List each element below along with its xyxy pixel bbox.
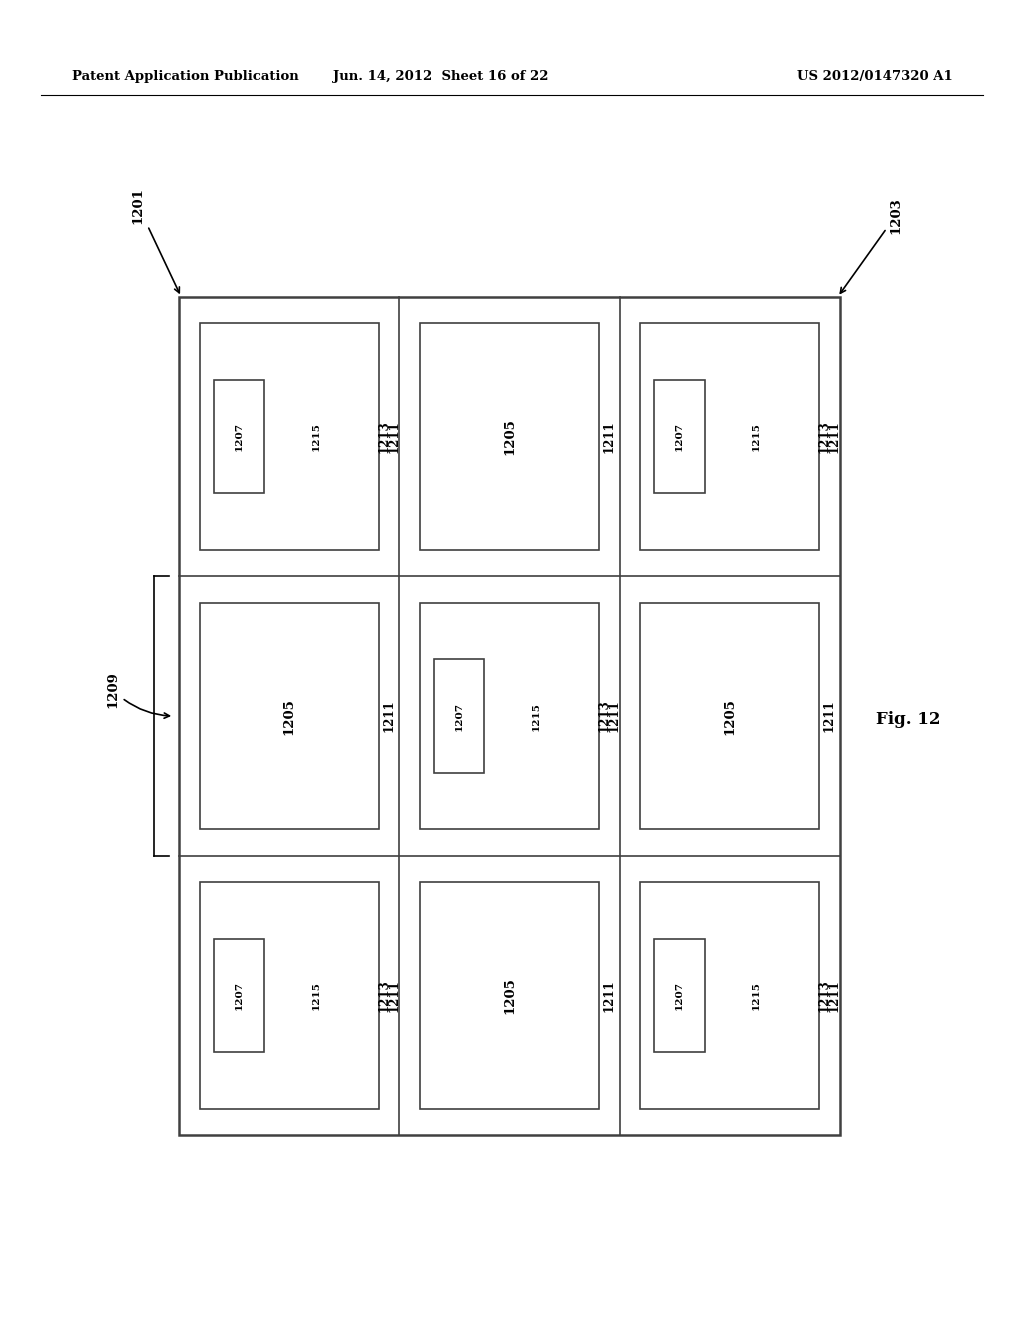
Text: 1213: 1213 <box>378 420 390 453</box>
Bar <box>200 603 379 829</box>
Bar <box>420 603 599 829</box>
Bar <box>420 882 599 1109</box>
Text: 1211: 1211 <box>387 420 400 453</box>
Text: 1205: 1205 <box>503 418 516 455</box>
Text: 1211: 1211 <box>603 979 615 1012</box>
Text: Patent Application Publication: Patent Application Publication <box>72 70 298 83</box>
Bar <box>214 380 264 494</box>
Text: 1205: 1205 <box>283 698 296 734</box>
Text: 1207: 1207 <box>455 702 464 730</box>
Text: Fig. 12: Fig. 12 <box>876 711 940 727</box>
Text: 1213: 1213 <box>818 420 830 453</box>
Bar <box>654 939 705 1052</box>
Text: 1215: 1215 <box>311 422 321 451</box>
Bar <box>434 660 484 772</box>
Text: 1205: 1205 <box>503 977 516 1014</box>
Text: US 2012/0147320 A1: US 2012/0147320 A1 <box>797 70 952 83</box>
Text: 1213: 1213 <box>818 979 830 1012</box>
Bar <box>179 297 840 1135</box>
Bar <box>640 603 819 829</box>
Text: 1211: 1211 <box>383 700 395 733</box>
Text: 1207: 1207 <box>675 422 684 451</box>
Bar <box>200 882 379 1109</box>
Text: 1211: 1211 <box>827 420 841 453</box>
Bar <box>654 380 705 494</box>
Text: 1207: 1207 <box>234 981 244 1010</box>
Text: 1211: 1211 <box>603 420 615 453</box>
Text: 1203: 1203 <box>841 197 902 293</box>
Text: 1215: 1215 <box>531 702 541 730</box>
Text: 1213: 1213 <box>378 979 390 1012</box>
Text: 1201: 1201 <box>132 187 179 293</box>
Text: 1215: 1215 <box>752 981 761 1010</box>
Bar <box>200 323 379 550</box>
Text: 1211: 1211 <box>607 700 621 733</box>
Bar <box>420 323 599 550</box>
Text: 1213: 1213 <box>598 700 610 733</box>
Text: 1215: 1215 <box>752 422 761 451</box>
Text: 1207: 1207 <box>234 422 244 451</box>
Bar <box>214 939 264 1052</box>
Text: 1205: 1205 <box>723 698 736 734</box>
Text: 1211: 1211 <box>387 979 400 1012</box>
Text: 1209: 1209 <box>106 672 169 718</box>
Text: Jun. 14, 2012  Sheet 16 of 22: Jun. 14, 2012 Sheet 16 of 22 <box>333 70 548 83</box>
Text: 1215: 1215 <box>311 981 321 1010</box>
Text: 1211: 1211 <box>827 979 841 1012</box>
Bar <box>640 323 819 550</box>
Text: 1207: 1207 <box>675 981 684 1010</box>
Text: 1211: 1211 <box>823 700 836 733</box>
Bar <box>640 882 819 1109</box>
